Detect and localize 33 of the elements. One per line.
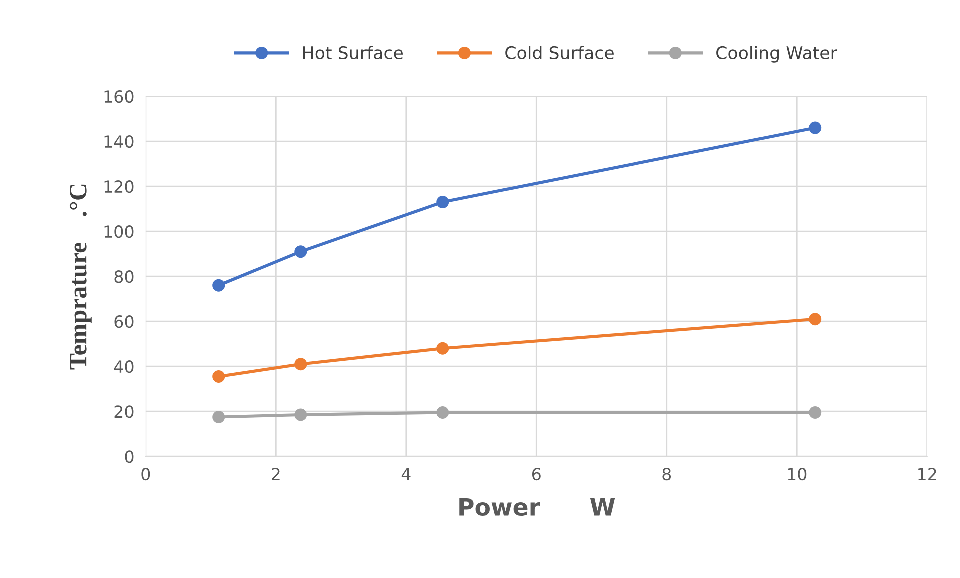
point — [212, 279, 226, 292]
legend-label: Cold Surface — [506, 46, 614, 60]
y-tick-label: 0 — [125, 450, 134, 464]
y-tick-label: 160 — [104, 90, 134, 104]
point — [294, 408, 308, 422]
point — [294, 246, 308, 258]
point — [294, 358, 308, 371]
y-tick-label: 40 — [114, 360, 134, 374]
point — [809, 313, 822, 326]
x-tick-label: 6 — [532, 468, 541, 481]
y-axis-title: Temprature .°C — [70, 184, 92, 370]
y-tick-label: 120 — [104, 180, 134, 194]
point — [809, 406, 822, 419]
y-tick-label: 20 — [114, 406, 134, 418]
x-tick-label: 2 — [272, 468, 280, 480]
x-tick-label: 10 — [788, 468, 807, 481]
point — [212, 370, 226, 383]
x-tick-label: 8 — [662, 468, 672, 481]
point — [212, 410, 226, 424]
point — [436, 196, 450, 209]
y-tick-label: 100 — [104, 226, 134, 238]
point — [436, 342, 450, 355]
y-tick-label: 80 — [114, 270, 134, 284]
legend-label: Hot Surface — [304, 46, 404, 60]
point — [436, 406, 450, 419]
x-tick-label: 0 — [142, 468, 150, 481]
y-tick-label: 140 — [104, 136, 134, 148]
x-axis-title: Power W — [460, 498, 616, 516]
x-tick-label: 12 — [918, 468, 936, 480]
legend-label: Cooling Water — [716, 46, 838, 63]
y-tick-label: 60 — [114, 316, 134, 328]
x-tick-label: 4 — [402, 468, 411, 480]
point — [809, 122, 822, 134]
